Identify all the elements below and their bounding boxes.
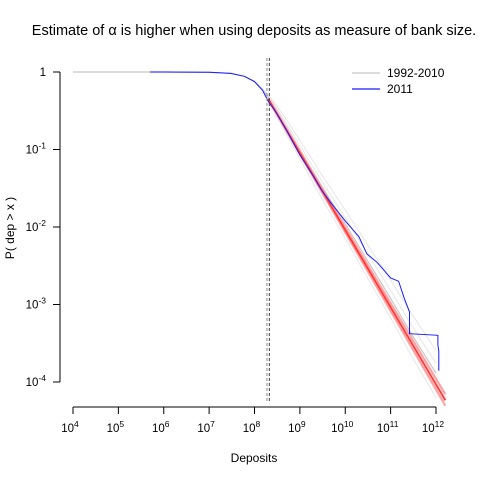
y-tick-label-1: 10-1 (26, 141, 47, 157)
series-1992-2010-year-3 (73, 71, 437, 351)
y-axis-label: P( dep > x ) (3, 197, 17, 259)
series-layer (73, 58, 448, 407)
x-tick-label-7: 1011 (377, 419, 399, 435)
legend-label-0: 1992-2010 (387, 66, 445, 80)
series-2011-line (150, 71, 440, 371)
fit-line (267, 98, 446, 401)
y-tick-label-4: 10-4 (26, 373, 47, 389)
x-tick-label-8: 1012 (422, 419, 445, 435)
series-1992-2010-line (73, 71, 437, 374)
y-tick-label-2: 10-2 (26, 218, 47, 234)
x-tick-label-4: 108 (243, 419, 261, 435)
series-1992-2010-year-1 (73, 71, 437, 384)
axes-layer: 104 105 106 107 108 109 1010 1011 1012 1 10-1 10-2 1… (26, 67, 445, 435)
y-tick-label-3: 10-3 (26, 296, 47, 312)
x-tick-label-5: 109 (288, 419, 306, 435)
series-1992-2010-year-0 (73, 71, 437, 398)
x-tick-label-2: 106 (152, 419, 170, 435)
y-tick-label-0: 1 (40, 67, 46, 79)
legend: 1992-2010 2011 (352, 66, 445, 96)
x-tick-label-3: 107 (197, 419, 215, 435)
x-tick-label-1: 105 (107, 419, 125, 435)
legend-label-1: 2011 (387, 82, 413, 96)
series-1992-2010-year-2 (73, 71, 437, 364)
x-tick-label-6: 1010 (331, 419, 354, 435)
x-tick-label-0: 104 (61, 419, 79, 435)
chart-title: Estimate of α is higher when using depos… (32, 23, 476, 39)
x-axis-label: Deposits (231, 451, 278, 465)
